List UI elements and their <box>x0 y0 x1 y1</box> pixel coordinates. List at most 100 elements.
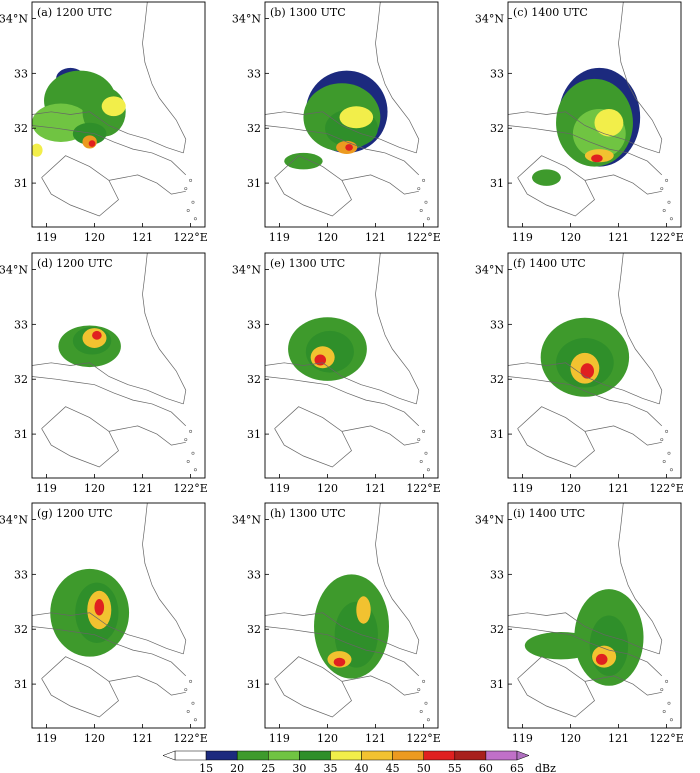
x-tick-label-d-4: 122°E <box>173 482 208 495</box>
island-a-3 <box>191 200 195 204</box>
coastline-c <box>618 2 663 153</box>
x-tick-label-a-2: 120 <box>84 231 105 244</box>
colorbar-swatch-7 <box>361 750 393 761</box>
panel-frame-d <box>31 252 206 479</box>
y-tick-label-g-2: 32 <box>14 623 28 636</box>
x-tick-label-a-1: 119 <box>36 231 57 244</box>
x-tick-label-i-4: 122°E <box>649 732 684 745</box>
panel-frame-i <box>507 502 682 729</box>
island-f-4 <box>662 460 666 464</box>
echo-cell-f-5 <box>580 363 595 379</box>
island-h-1 <box>417 688 421 692</box>
colorbar: 15 20 25 30 35 40 45 50 55 60 65 dBz <box>162 750 556 773</box>
panel-frame-a <box>31 1 206 228</box>
y-tick-label-b-1: 31 <box>247 177 261 190</box>
island-d-4 <box>186 460 190 464</box>
x-tick-label-i-2: 120 <box>560 732 581 745</box>
river-north-bank-g <box>32 612 184 655</box>
island-a-1 <box>184 187 188 191</box>
island-f-3 <box>667 451 671 455</box>
river-south-bank-h <box>265 626 420 677</box>
echo-cell-b-6 <box>345 144 353 151</box>
island-b-2 <box>422 178 426 182</box>
lake-outline-g <box>41 656 119 718</box>
echo-cell-c-7 <box>532 169 561 186</box>
y-tick-label-c-2: 32 <box>490 122 504 135</box>
y-tick-label-i-3: 33 <box>490 568 504 581</box>
island-b-1 <box>417 187 421 191</box>
y-tick-label-b-4: 34°N <box>232 12 261 25</box>
colorbar-tick-25: 25 <box>261 762 275 773</box>
province-border-b <box>341 174 419 195</box>
y-tick-label-e-4: 34°N <box>232 263 261 276</box>
echo-cell-d-5 <box>92 330 102 340</box>
island-a-5 <box>193 217 197 221</box>
panel-frame-g <box>31 502 206 729</box>
colorbar-swatch-1 <box>174 750 207 761</box>
y-tick-label-f-1: 31 <box>490 428 504 441</box>
x-tick-label-g-2: 120 <box>84 732 105 745</box>
island-i-2 <box>665 679 669 683</box>
panel-title-c: (c) 1400 UTC <box>513 6 588 19</box>
island-f-1 <box>660 438 664 442</box>
colorbar-swatch-6 <box>330 750 362 761</box>
island-d-5 <box>193 468 197 472</box>
x-tick-label-b-2: 120 <box>317 231 338 244</box>
river-south-bank-d <box>32 376 187 427</box>
lake-outline-e <box>274 406 352 468</box>
y-tick-label-a-3: 33 <box>14 67 28 80</box>
lake-outline-b <box>274 155 352 217</box>
y-tick-label-b-2: 32 <box>247 122 261 135</box>
coastline-f <box>618 253 663 404</box>
y-tick-label-a-1: 31 <box>14 177 28 190</box>
province-border-e <box>341 425 419 446</box>
panel-title-f: (f) 1400 UTC <box>513 257 586 270</box>
x-tick-label-e-1: 119 <box>269 482 290 495</box>
y-tick-label-b-3: 33 <box>247 67 261 80</box>
panel-c: (c) 1400 UTC 119 120 121 122°E 31 32 33 34°N <box>475 1 684 244</box>
panel-title-h: (h) 1300 UTC <box>270 507 346 520</box>
coastline-d <box>142 253 187 404</box>
colorbar-tick-65: 65 <box>510 762 524 773</box>
echo-cell-h-6 <box>356 596 371 624</box>
island-e-4 <box>419 460 423 464</box>
y-tick-label-c-3: 33 <box>490 67 504 80</box>
x-tick-label-h-4: 122°E <box>406 732 441 745</box>
echo-cell-a-9 <box>32 143 43 157</box>
province-border-c <box>584 174 662 195</box>
echo-cell-h-5 <box>333 657 346 667</box>
province-border-g <box>108 675 186 696</box>
colorbar-swatch-5 <box>299 750 331 761</box>
x-tick-label-b-4: 122°E <box>406 231 441 244</box>
y-tick-label-a-2: 32 <box>14 122 28 135</box>
island-g-2 <box>189 679 193 683</box>
y-tick-label-h-1: 31 <box>247 678 261 691</box>
island-b-4 <box>419 209 423 213</box>
x-tick-label-f-2: 120 <box>560 482 581 495</box>
colorbar-swatch-11 <box>485 750 518 761</box>
y-tick-label-h-2: 32 <box>247 623 261 636</box>
x-tick-label-a-3: 121 <box>132 231 153 244</box>
x-tick-label-h-3: 121 <box>365 732 386 745</box>
y-tick-label-f-4: 34°N <box>475 263 504 276</box>
y-tick-label-f-2: 32 <box>490 373 504 386</box>
x-tick-label-f-3: 121 <box>608 482 629 495</box>
panel-frame-h <box>264 502 439 729</box>
panel-frame-e <box>264 252 439 479</box>
panel-b: (b) 1300 UTC 119 120 121 122°E 31 32 33 34°N <box>232 1 441 244</box>
province-border-a <box>108 174 186 195</box>
y-tick-label-g-1: 31 <box>14 678 28 691</box>
island-c-1 <box>660 187 664 191</box>
river-north-bank-f <box>508 362 660 405</box>
island-h-5 <box>426 718 430 722</box>
province-border-i <box>584 675 662 696</box>
y-tick-label-d-2: 32 <box>14 373 28 386</box>
panel-title-b: (b) 1300 UTC <box>270 6 346 19</box>
x-tick-label-g-3: 121 <box>132 732 153 745</box>
island-f-5 <box>669 468 673 472</box>
island-d-3 <box>191 451 195 455</box>
panel-frame-f <box>507 252 682 479</box>
x-tick-label-h-1: 119 <box>269 732 290 745</box>
echo-cell-c-6 <box>591 154 603 163</box>
